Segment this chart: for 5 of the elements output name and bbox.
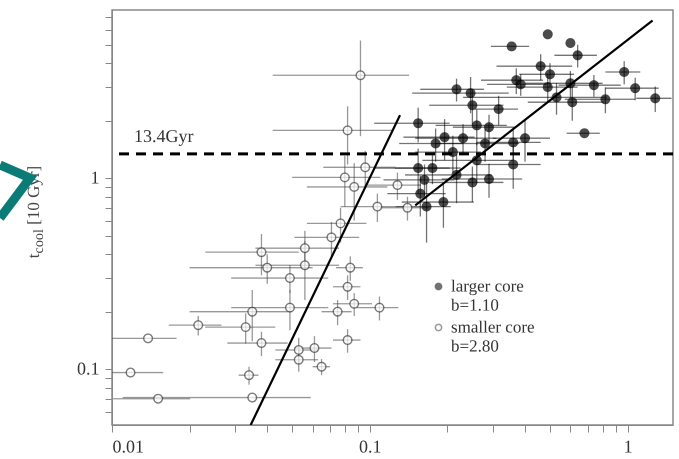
- x-tick-label: 1: [624, 436, 633, 456]
- ref-line-label: 13.4Gyr: [134, 126, 194, 146]
- x-tick-label: 0.1: [359, 436, 382, 456]
- x-tick-label: 0.01: [112, 436, 144, 456]
- legend-label: smaller core b=2.80: [451, 318, 535, 356]
